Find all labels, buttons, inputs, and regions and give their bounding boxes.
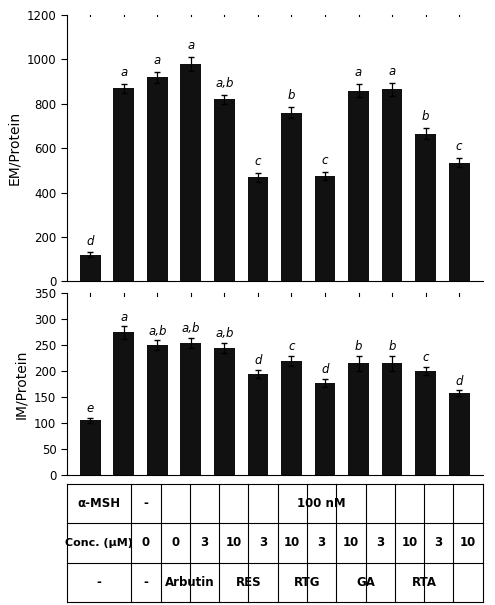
Text: 10: 10 (343, 537, 359, 549)
Text: c: c (456, 140, 462, 153)
Text: d: d (455, 375, 463, 388)
Bar (348, 364, 369, 475)
Text: a: a (120, 310, 127, 324)
Bar (214, 99, 235, 281)
Text: Arbutin: Arbutin (165, 576, 215, 589)
Text: a: a (154, 54, 161, 67)
Text: -: - (97, 576, 101, 589)
Bar (449, 393, 470, 475)
Text: b: b (389, 340, 396, 353)
Text: 10: 10 (460, 537, 476, 549)
Text: d: d (321, 364, 329, 376)
Text: Conc. (μM): Conc. (μM) (65, 538, 133, 548)
Text: c: c (422, 352, 429, 364)
Text: a,b: a,b (215, 327, 234, 340)
Text: b: b (422, 110, 429, 123)
Text: 3: 3 (435, 537, 443, 549)
Text: 3: 3 (200, 537, 208, 549)
Bar (147, 345, 168, 475)
Text: a,b: a,b (215, 77, 234, 90)
Text: 0: 0 (142, 537, 150, 549)
Bar (248, 374, 268, 475)
Text: a: a (355, 66, 362, 79)
Text: GA: GA (356, 576, 375, 589)
Bar (248, 177, 268, 281)
Bar (281, 361, 302, 475)
Y-axis label: IM/Protein: IM/Protein (15, 350, 29, 419)
Bar (415, 371, 436, 475)
Text: 10: 10 (226, 537, 242, 549)
Bar (113, 332, 134, 475)
Text: 100 nM: 100 nM (297, 497, 346, 510)
Bar (80, 255, 100, 281)
Text: a: a (187, 39, 195, 53)
Bar (348, 91, 369, 281)
Bar (415, 134, 436, 281)
Text: b: b (288, 90, 295, 102)
Text: e: e (87, 402, 94, 415)
Y-axis label: EM/Protein: EM/Protein (7, 111, 21, 185)
Text: 10: 10 (284, 537, 300, 549)
Text: d: d (87, 235, 94, 247)
Bar (147, 77, 168, 281)
Bar (382, 364, 402, 475)
Bar (181, 342, 201, 475)
Text: c: c (255, 155, 261, 168)
Text: RTG: RTG (294, 576, 320, 589)
Text: c: c (288, 340, 295, 353)
Bar (315, 176, 336, 281)
Text: -: - (144, 576, 148, 589)
Text: a,b: a,b (148, 324, 167, 338)
Text: 3: 3 (376, 537, 384, 549)
Bar (113, 88, 134, 281)
Text: 3: 3 (259, 537, 267, 549)
Bar (315, 383, 336, 475)
Text: b: b (355, 340, 362, 353)
Bar (80, 420, 100, 475)
Text: RES: RES (236, 576, 261, 589)
Text: RTA: RTA (411, 576, 437, 589)
Text: -: - (144, 497, 148, 510)
Text: α-MSH: α-MSH (78, 497, 121, 510)
Bar (181, 64, 201, 281)
Text: a,b: a,b (182, 322, 200, 335)
Bar (449, 163, 470, 281)
Text: a: a (389, 65, 396, 78)
Bar (214, 348, 235, 475)
Bar (382, 90, 402, 281)
Text: 3: 3 (317, 537, 326, 549)
Text: 0: 0 (171, 537, 179, 549)
Text: a: a (120, 66, 127, 79)
Bar (281, 113, 302, 281)
Text: d: d (254, 354, 262, 367)
Text: c: c (322, 154, 328, 166)
Text: 10: 10 (401, 537, 418, 549)
